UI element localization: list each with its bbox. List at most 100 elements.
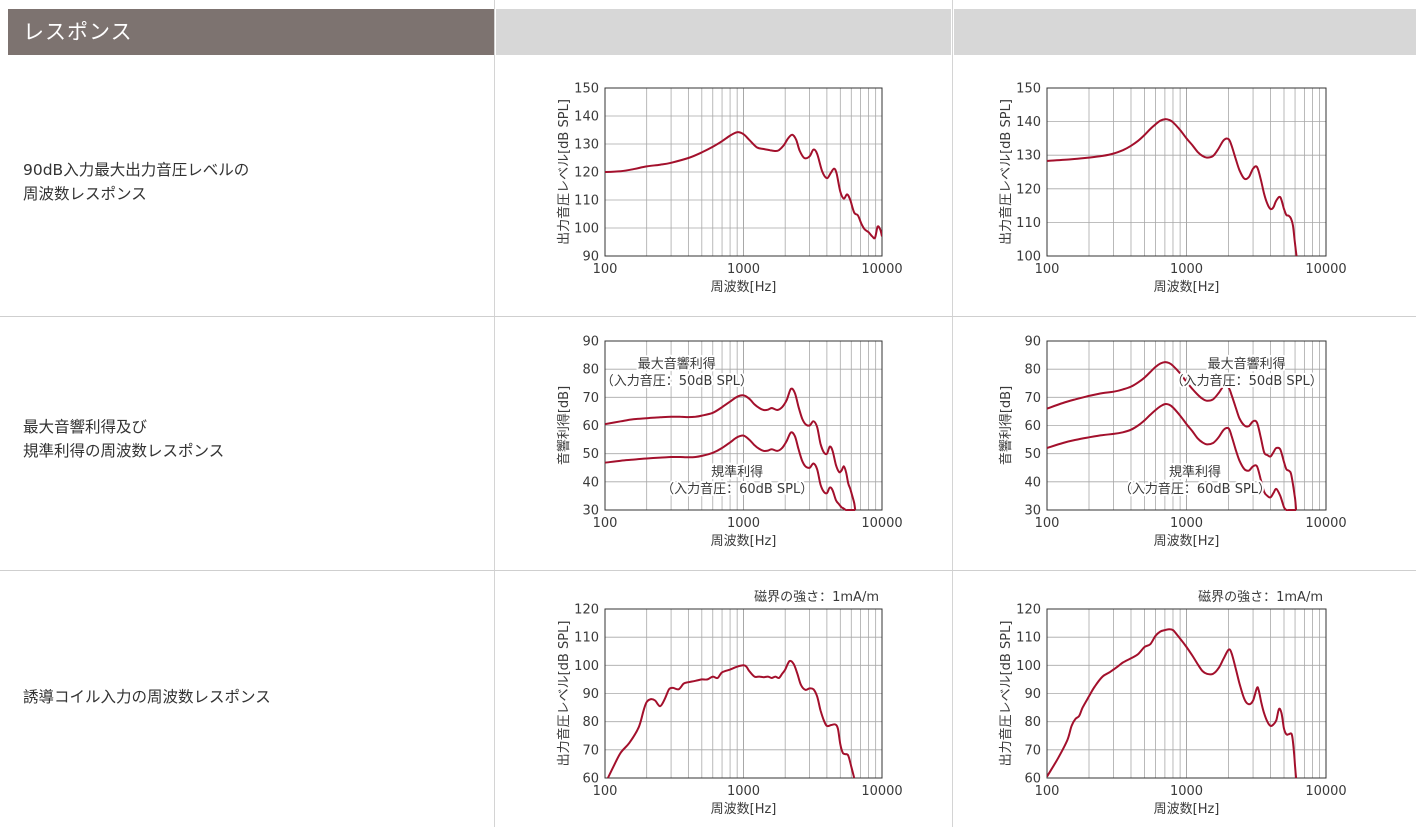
x-axis-label: 周波数[Hz] [1154,534,1220,549]
y-axis-label: 出力音圧レベル[dB SPL] [556,621,572,767]
column-divider-2 [952,0,953,827]
row-divider-2 [0,570,1416,571]
y-tick-label: 50 [1024,447,1041,462]
y-tick-label: 130 [1016,149,1041,164]
field-strength-note: 磁界の強さ：1mA/m [1198,590,1323,605]
x-tick-label: 10000 [861,784,902,799]
row-label-line: 周波数レスポンス [23,185,147,203]
y-tick-label: 100 [574,222,599,237]
y-tick-label: 30 [1024,504,1041,519]
x-axis-label: 周波数[Hz] [711,802,777,817]
y-tick-label: 60 [1024,772,1041,787]
row-label-line: 90dB入力最大出力音圧レベルの [23,161,250,179]
x-tick-label: 100 [1035,516,1060,531]
plot-frame [604,608,883,779]
y-tick-label: 70 [582,391,599,406]
y-tick-label: 150 [1016,82,1041,97]
y-tick-label: 70 [1024,391,1041,406]
y-tick-label: 110 [574,631,599,646]
x-tick-label: 100 [593,516,618,531]
y-axis-label: 出力音圧レベル[dB SPL] [998,99,1014,245]
reference-gain-curve [605,431,856,511]
y-tick-label: 110 [574,194,599,209]
x-tick-label: 10000 [1305,784,1346,799]
y-tick-label: 90 [582,335,599,350]
y-axis-label: 出力音圧レベル[dB SPL] [998,621,1014,767]
y-tick-label: 150 [574,82,599,97]
x-tick-label: 100 [593,784,618,799]
series-annotation: （入力音圧：60dB SPL） [661,481,813,497]
y-tick-label: 40 [582,475,599,490]
y-tick-label: 90 [1024,687,1041,702]
y-tick-label: 80 [582,363,599,378]
y-tick-label: 140 [574,110,599,125]
field-strength-note: 磁界の強さ：1mA/m [754,590,879,605]
y-axis-label: 音響利得[dB] [556,386,572,465]
y-axis-label: 音響利得[dB] [998,386,1014,465]
y-tick-label: 90 [1024,335,1041,350]
y-tick-label: 60 [1024,419,1041,434]
y-tick-label: 100 [1016,250,1041,265]
x-tick-label: 100 [1035,784,1060,799]
series-annotation: 最大音響利得 [1208,356,1286,372]
x-axis-label: 周波数[Hz] [711,534,777,549]
row-label-line: 誘導コイル入力の周波数レスポンス [23,688,271,706]
y-tick-label: 100 [574,659,599,674]
x-tick-label: 10000 [1305,262,1346,277]
y-tick-label: 90 [582,250,599,265]
plot-frame [604,340,883,511]
x-tick-label: 100 [593,262,618,277]
column-header-1 [496,9,951,55]
series-annotation: （入力音圧：50dB SPL） [1171,373,1323,389]
plot-frame [604,87,883,257]
plot-frame [1046,87,1327,257]
y-tick-label: 80 [1024,363,1041,378]
y-tick-label: 120 [1016,182,1041,197]
response-curve [1047,118,1298,257]
y-tick-label: 110 [1016,631,1041,646]
y-tick-label: 60 [582,419,599,434]
response-curve [605,131,882,240]
y-tick-label: 40 [1024,475,1041,490]
row-label-frequency-response-90db: 90dB入力最大出力音圧レベルの 周波数レスポンス [23,158,249,206]
x-tick-label: 1000 [727,516,760,531]
reference-gain-curve [1047,402,1297,511]
response-curve [606,659,856,779]
y-tick-label: 60 [582,772,599,787]
x-tick-label: 1000 [727,262,760,277]
y-tick-label: 30 [582,504,599,519]
row-label-line: 規準利得の周波数レスポンス [23,442,225,460]
max-gain-curve [605,387,857,511]
y-tick-label: 120 [574,166,599,181]
y-tick-label: 120 [574,603,599,618]
x-tick-label: 10000 [861,516,902,531]
x-tick-label: 10000 [861,262,902,277]
y-tick-label: 80 [1024,715,1041,730]
y-tick-label: 110 [1016,216,1041,231]
y-tick-label: 50 [582,447,599,462]
max-gain-curve [1047,361,1298,511]
x-axis-label: 周波数[Hz] [711,280,777,295]
y-axis-label: 出力音圧レベル[dB SPL] [556,99,572,245]
row-label-acoustic-gain: 最大音響利得及び 規準利得の周波数レスポンス [23,415,224,463]
y-tick-label: 140 [1016,115,1041,130]
series-annotation: （入力音圧：60dB SPL） [1119,481,1271,497]
series-annotation: （入力音圧：50dB SPL） [601,373,753,389]
response-curve [1047,628,1298,779]
x-tick-label: 1000 [1170,784,1203,799]
series-annotation: 規準利得 [1169,464,1221,480]
row-divider-1 [0,316,1416,317]
y-tick-label: 80 [582,715,599,730]
row-label-induction-coil: 誘導コイル入力の周波数レスポンス [23,685,271,709]
x-tick-label: 1000 [1170,262,1203,277]
section-title: レスポンス [8,9,495,55]
y-tick-label: 120 [1016,603,1041,618]
column-header-2 [954,9,1416,55]
x-tick-label: 10000 [1305,516,1346,531]
x-axis-label: 周波数[Hz] [1154,802,1220,817]
row-label-line: 最大音響利得及び [23,418,148,436]
x-tick-label: 100 [1035,262,1060,277]
x-axis-label: 周波数[Hz] [1154,280,1220,295]
y-tick-label: 70 [1024,743,1041,758]
column-divider-1 [494,0,495,827]
